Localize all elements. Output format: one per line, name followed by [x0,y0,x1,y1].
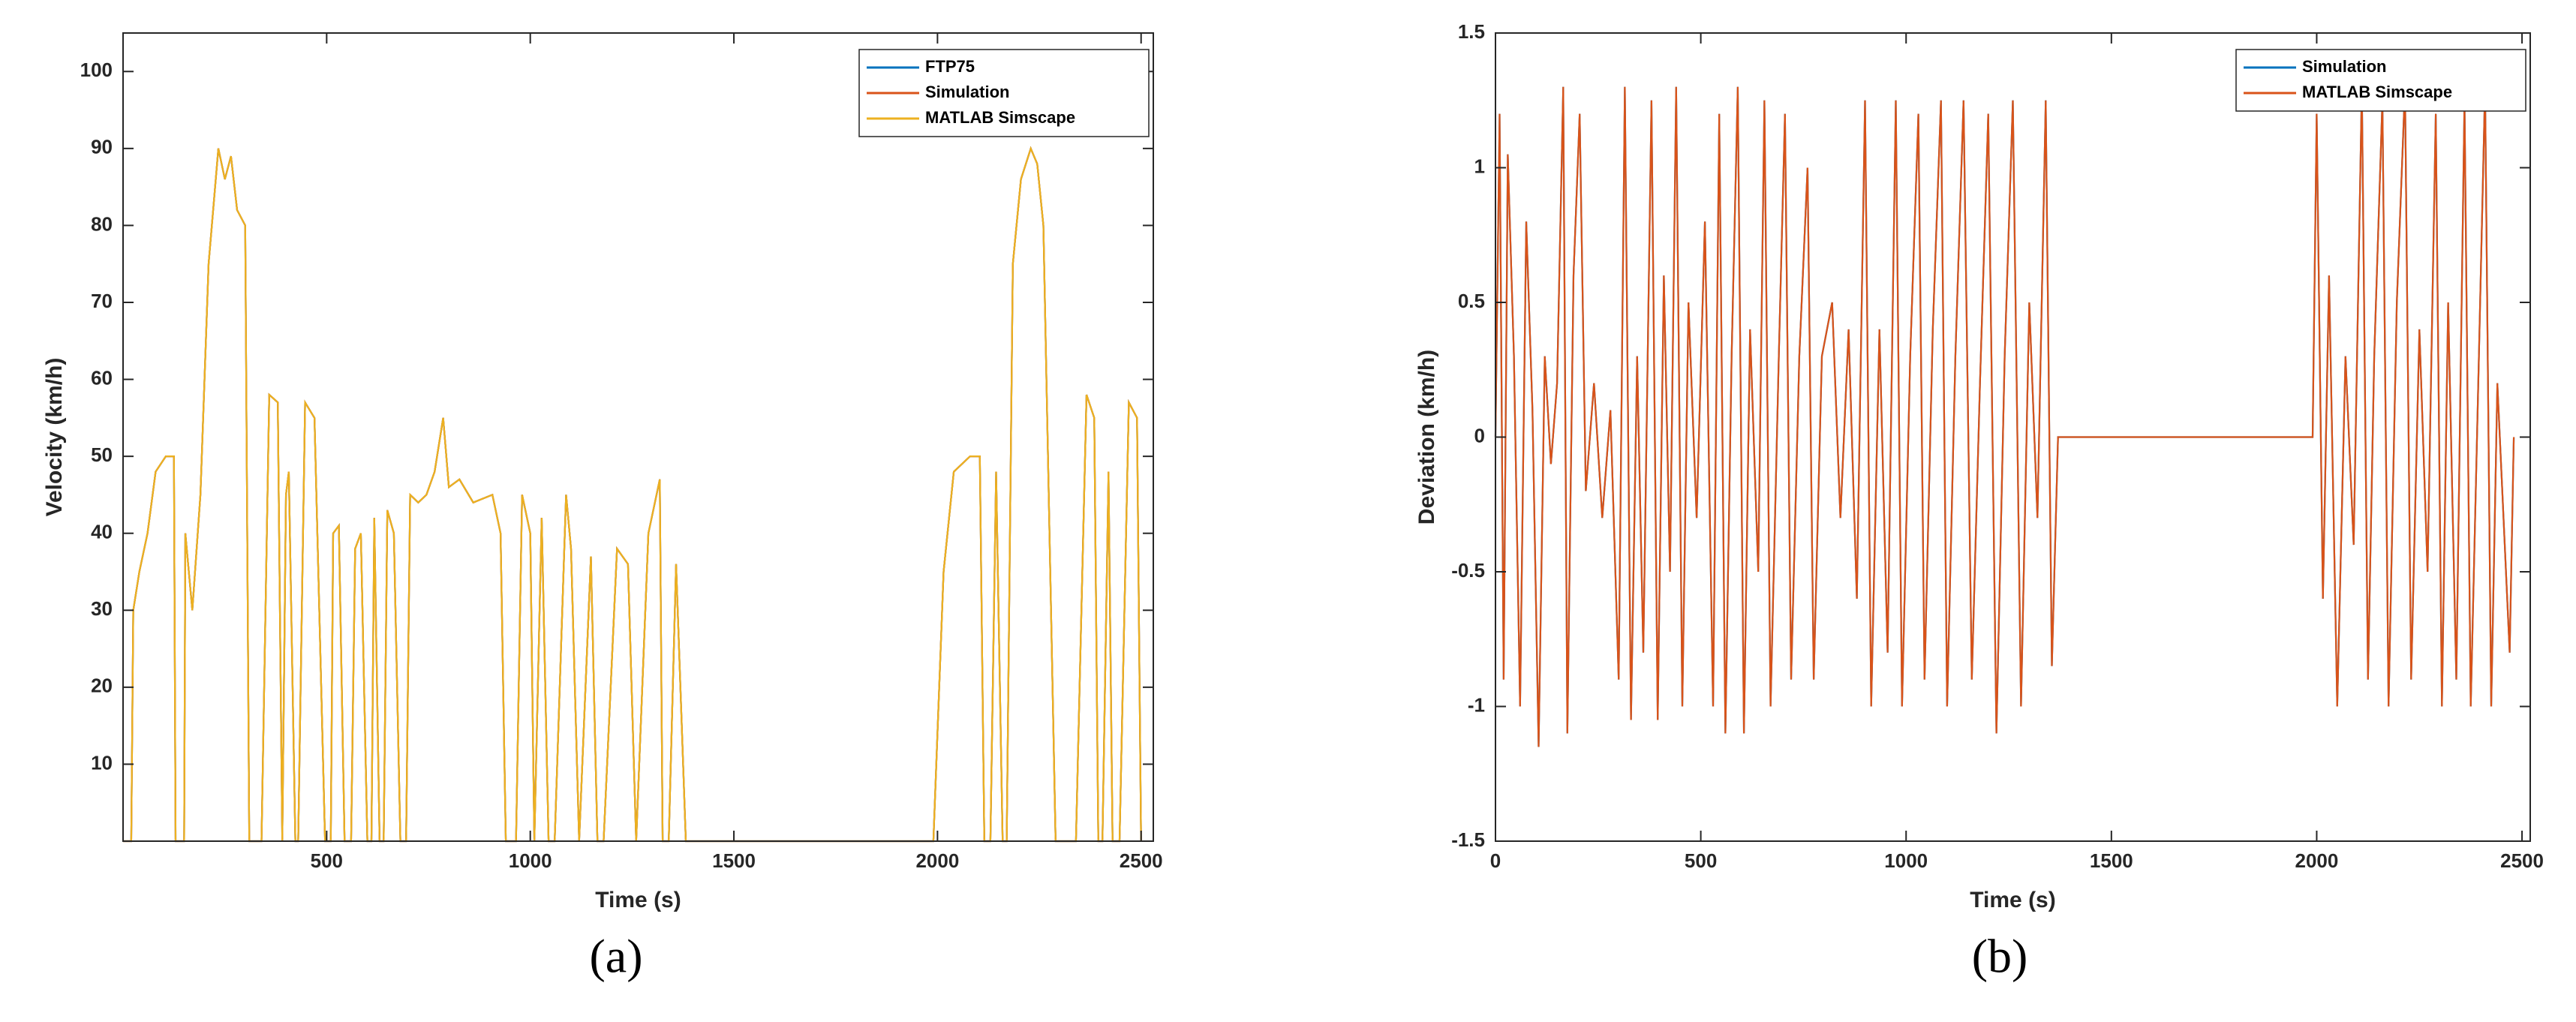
x-tick-label: 2500 [2500,849,2544,872]
y-tick-label: 60 [91,366,113,389]
y-tick-label: -1.5 [1451,828,1485,851]
y-tick-label: 50 [91,443,113,466]
plot-area: 500 1000 1500 2000 2500 10 20 30 40 50 60 70 80 90 100… [42,32,1163,912]
y-tick-label: 90 [91,136,113,158]
x-tick-label: 1500 [2090,849,2133,872]
y-tick-label: 20 [91,675,113,697]
y-tick-label: 0 [1474,424,1485,446]
legend-box [2235,49,2526,112]
legend: Simulation MATLAB Simscape [2235,49,2526,112]
y-tick-label: 10 [91,751,113,774]
caption: (a) [589,930,642,983]
x-tick-label: 1000 [1884,849,1928,872]
x-axis-label: Time (s) [595,888,681,912]
x-tick-label: 2000 [915,849,959,872]
caption: (b) [1972,930,2028,983]
legend-label: MATLAB Simscape [2302,83,2452,101]
x-tick-label: 0 [1490,849,1501,872]
y-tick-label: 0.5 [1458,290,1485,312]
series-line [123,146,1142,843]
y-tick-label: 1 [1474,155,1485,177]
legend-label: MATLAB Simscape [925,108,1075,127]
y-tick-label: 70 [91,290,113,312]
x-tick-label: 500 [311,849,343,872]
legend-label: Simulation [925,83,1009,101]
legend-label: FTP75 [925,57,975,76]
y-tick-label: -0.5 [1451,559,1485,582]
legend: FTP75 Simulation MATLAB Simscape [858,49,1150,137]
series-line [1494,86,2515,747]
axes-box [122,32,1154,842]
plot-area: 0 500 1000 1500 2000 2500 -1.5 -1 -0.5 0 0.5 1 1.5 Ti… [1414,20,2544,912]
y-tick-label: 80 [91,212,113,235]
y-tick-label: 100 [80,59,113,81]
y-tick-label: 1.5 [1458,20,1485,43]
x-axis-label: Time (s) [1970,888,2055,912]
legend-label: Simulation [2302,57,2386,76]
x-tick-label: 1000 [509,849,552,872]
y-tick-label: 30 [91,597,113,620]
x-tick-label: 2500 [1120,849,1163,872]
x-tick-label: 1500 [712,849,756,872]
x-tick-label: 500 [1685,849,1717,872]
y-tick-label: 40 [91,521,113,543]
plot-background [123,33,1153,841]
x-tick-label: 2000 [2295,849,2339,872]
y-tick-label: -1 [1468,693,1485,716]
y-axis-label: Deviation (km/h) [1414,350,1439,525]
y-axis-label: Velocity (km/h) [42,358,67,517]
